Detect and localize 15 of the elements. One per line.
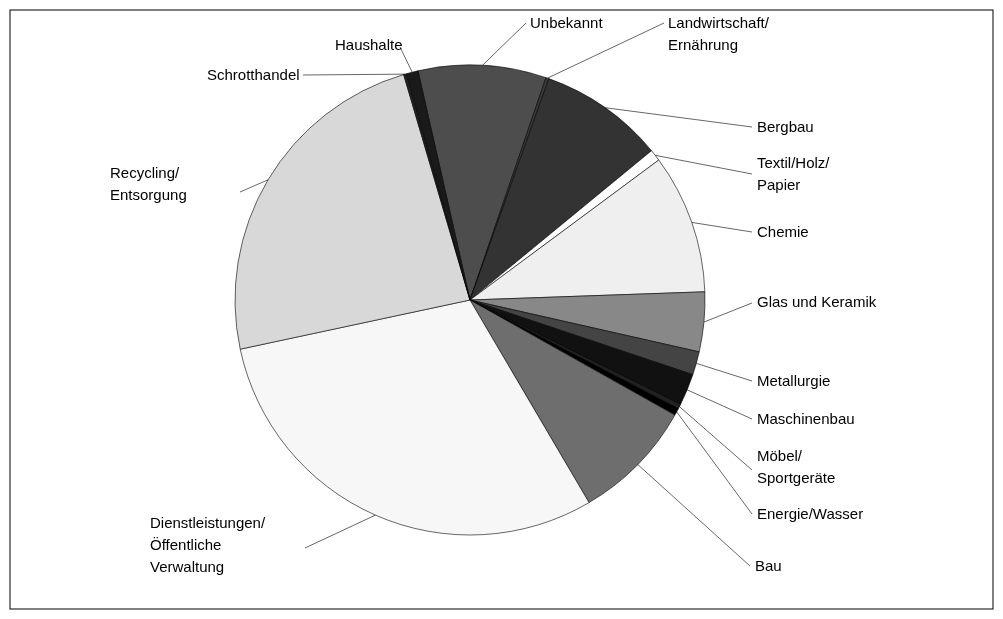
slice-label: Landwirtschaft/Ernährung [668, 14, 770, 53]
slice-label: Haushalte [335, 36, 403, 53]
slice-label: Möbel/Sportgeräte [757, 447, 836, 486]
slice-label: Glas und Keramik [757, 293, 877, 310]
slice-label: Energie/Wasser [757, 505, 864, 522]
slice-label: Textil/Holz/Papier [757, 154, 831, 193]
slice-label: Unbekannt [530, 14, 604, 31]
slice-label: Bau [755, 557, 782, 574]
slice-label: Recycling/Entsorgung [110, 164, 187, 203]
slice-label: Dienstleistungen/Öffentliche Verwaltung [150, 514, 266, 575]
slice-label: Schrotthandel [207, 66, 300, 83]
slice-label: Bergbau [757, 118, 814, 135]
slice-label: Metallurgie [757, 372, 831, 389]
slice-label: Chemie [757, 223, 809, 240]
slice-label: Maschinenbau [757, 410, 855, 427]
